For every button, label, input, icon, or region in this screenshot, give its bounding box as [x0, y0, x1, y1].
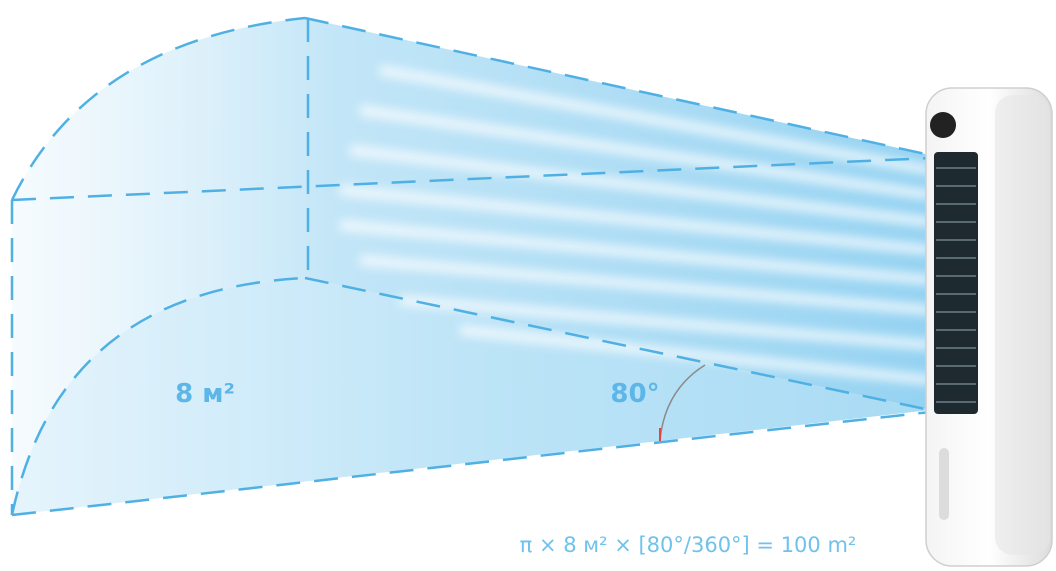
dimension-lines	[10, 16, 931, 517]
formula: π × 8 м² × [80°/360°] = 100 m²	[520, 533, 857, 557]
slats	[936, 167, 976, 403]
floor-line	[304, 276, 931, 412]
mid-line	[11, 156, 931, 202]
cooler-side	[995, 95, 1050, 555]
area-label: 8 м²	[175, 379, 235, 409]
top-line	[304, 16, 931, 157]
floor-sector	[12, 278, 930, 515]
angle-arc	[659, 364, 706, 441]
water-gauge	[939, 448, 949, 520]
air-cooler	[925, 87, 1053, 567]
airflow	[12, 18, 931, 515]
bottom-line	[11, 410, 931, 517]
grille	[934, 152, 978, 414]
top-arc	[10, 16, 306, 201]
angle-label: 80°	[610, 379, 659, 409]
floor-arc	[10, 276, 306, 516]
air-streaks	[339, 65, 931, 385]
display	[930, 112, 956, 138]
